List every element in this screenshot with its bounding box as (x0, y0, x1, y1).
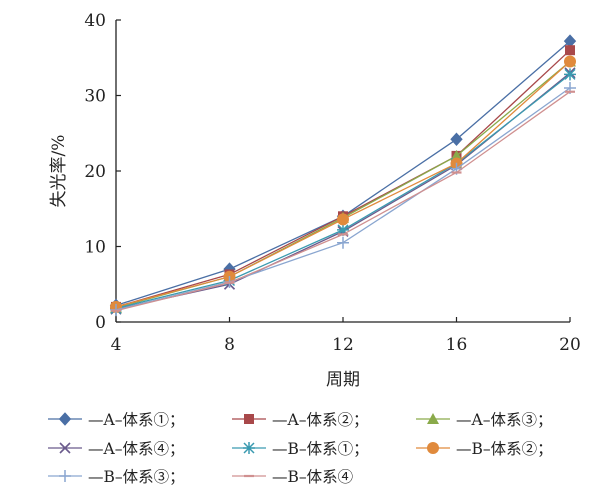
series-1 (109, 34, 577, 313)
legend-label: —A–体系④； (88, 440, 184, 458)
data-point-marker (564, 55, 576, 68)
legend-item: —B–体系②； (416, 440, 553, 458)
legend-label: —A–体系③； (456, 411, 552, 429)
x-tick-label: 12 (332, 335, 354, 355)
legend-item: —A–体系②； (232, 411, 368, 429)
axis-ticks: 4 8 12 16 20 0 10 20 30 40 (84, 11, 580, 355)
legend-marker (427, 413, 439, 424)
legend: —A–体系①； —A–体系②； —A–体系③； —A–体系④； —B–体系①； —B–体系… (48, 411, 553, 486)
y-axis-title: 失光率/% (49, 135, 69, 208)
legend-label: —B–体系④ (272, 468, 353, 486)
legend-label: —A–体系②； (272, 411, 368, 429)
series-line (115, 91, 571, 312)
legend-marker (58, 412, 72, 426)
series-5 (110, 68, 576, 315)
series-layer (109, 34, 577, 316)
data-point-marker (450, 132, 463, 147)
series-4 (110, 67, 576, 315)
series-line (115, 61, 571, 309)
legend-marker (427, 442, 439, 454)
y-tick-label: 40 (84, 11, 106, 31)
legend-item: —B–体系④ (232, 468, 353, 486)
legend-item: —A–体系④； (48, 440, 184, 458)
legend-label: —B–体系①； (272, 440, 369, 458)
series-line (115, 87, 571, 311)
data-point-marker (564, 68, 576, 81)
series-6 (110, 55, 576, 313)
legend-marker (59, 442, 71, 454)
series-8 (111, 90, 575, 312)
data-point-marker (337, 213, 349, 226)
legend-label: —A–体系①； (88, 411, 184, 429)
y-tick-label: 10 (84, 238, 106, 258)
series-line (115, 49, 571, 308)
series-line (115, 72, 571, 310)
data-point-marker (337, 223, 349, 236)
x-axis-title: 周期 (326, 370, 360, 390)
legend-label: —B–体系③； (88, 468, 185, 486)
legend-label: —B–体系②； (456, 440, 553, 458)
series-line (115, 40, 571, 307)
legend-marker (59, 470, 71, 482)
legend-item: —B–体系①； (232, 440, 369, 458)
y-tick-label: 20 (84, 162, 106, 182)
series-line (115, 61, 571, 308)
x-tick-label: 4 (111, 335, 122, 355)
series-line (115, 73, 571, 310)
legend-item: —A–体系③； (416, 411, 552, 429)
data-point-marker (450, 149, 463, 161)
y-tick-label: 30 (84, 87, 106, 107)
data-point-marker (337, 236, 349, 249)
data-point-marker (565, 45, 575, 56)
x-tick-label: 8 (224, 335, 235, 355)
y-tick-label: 0 (95, 313, 106, 333)
series-2 (111, 45, 575, 312)
legend-marker (244, 414, 254, 424)
legend-item: —A–体系①； (48, 411, 184, 429)
legend-marker (243, 442, 255, 454)
legend-item: —B–体系③； (48, 468, 185, 486)
x-tick-label: 16 (446, 335, 468, 355)
series-3 (110, 55, 576, 313)
series-7 (110, 81, 576, 316)
x-tick-label: 20 (559, 335, 581, 355)
